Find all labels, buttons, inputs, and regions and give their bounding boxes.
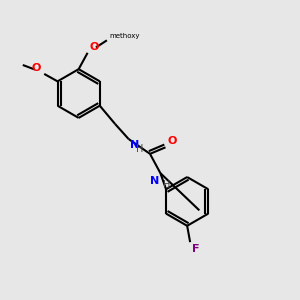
Text: F: F [192, 244, 200, 254]
Text: O: O [168, 136, 177, 146]
Text: H: H [163, 180, 170, 190]
Text: N: N [150, 176, 159, 186]
Text: H: H [136, 144, 144, 154]
Text: O: O [90, 42, 99, 52]
Text: methoxy: methoxy [109, 32, 140, 38]
Text: O: O [32, 63, 41, 73]
Text: N: N [130, 140, 139, 150]
